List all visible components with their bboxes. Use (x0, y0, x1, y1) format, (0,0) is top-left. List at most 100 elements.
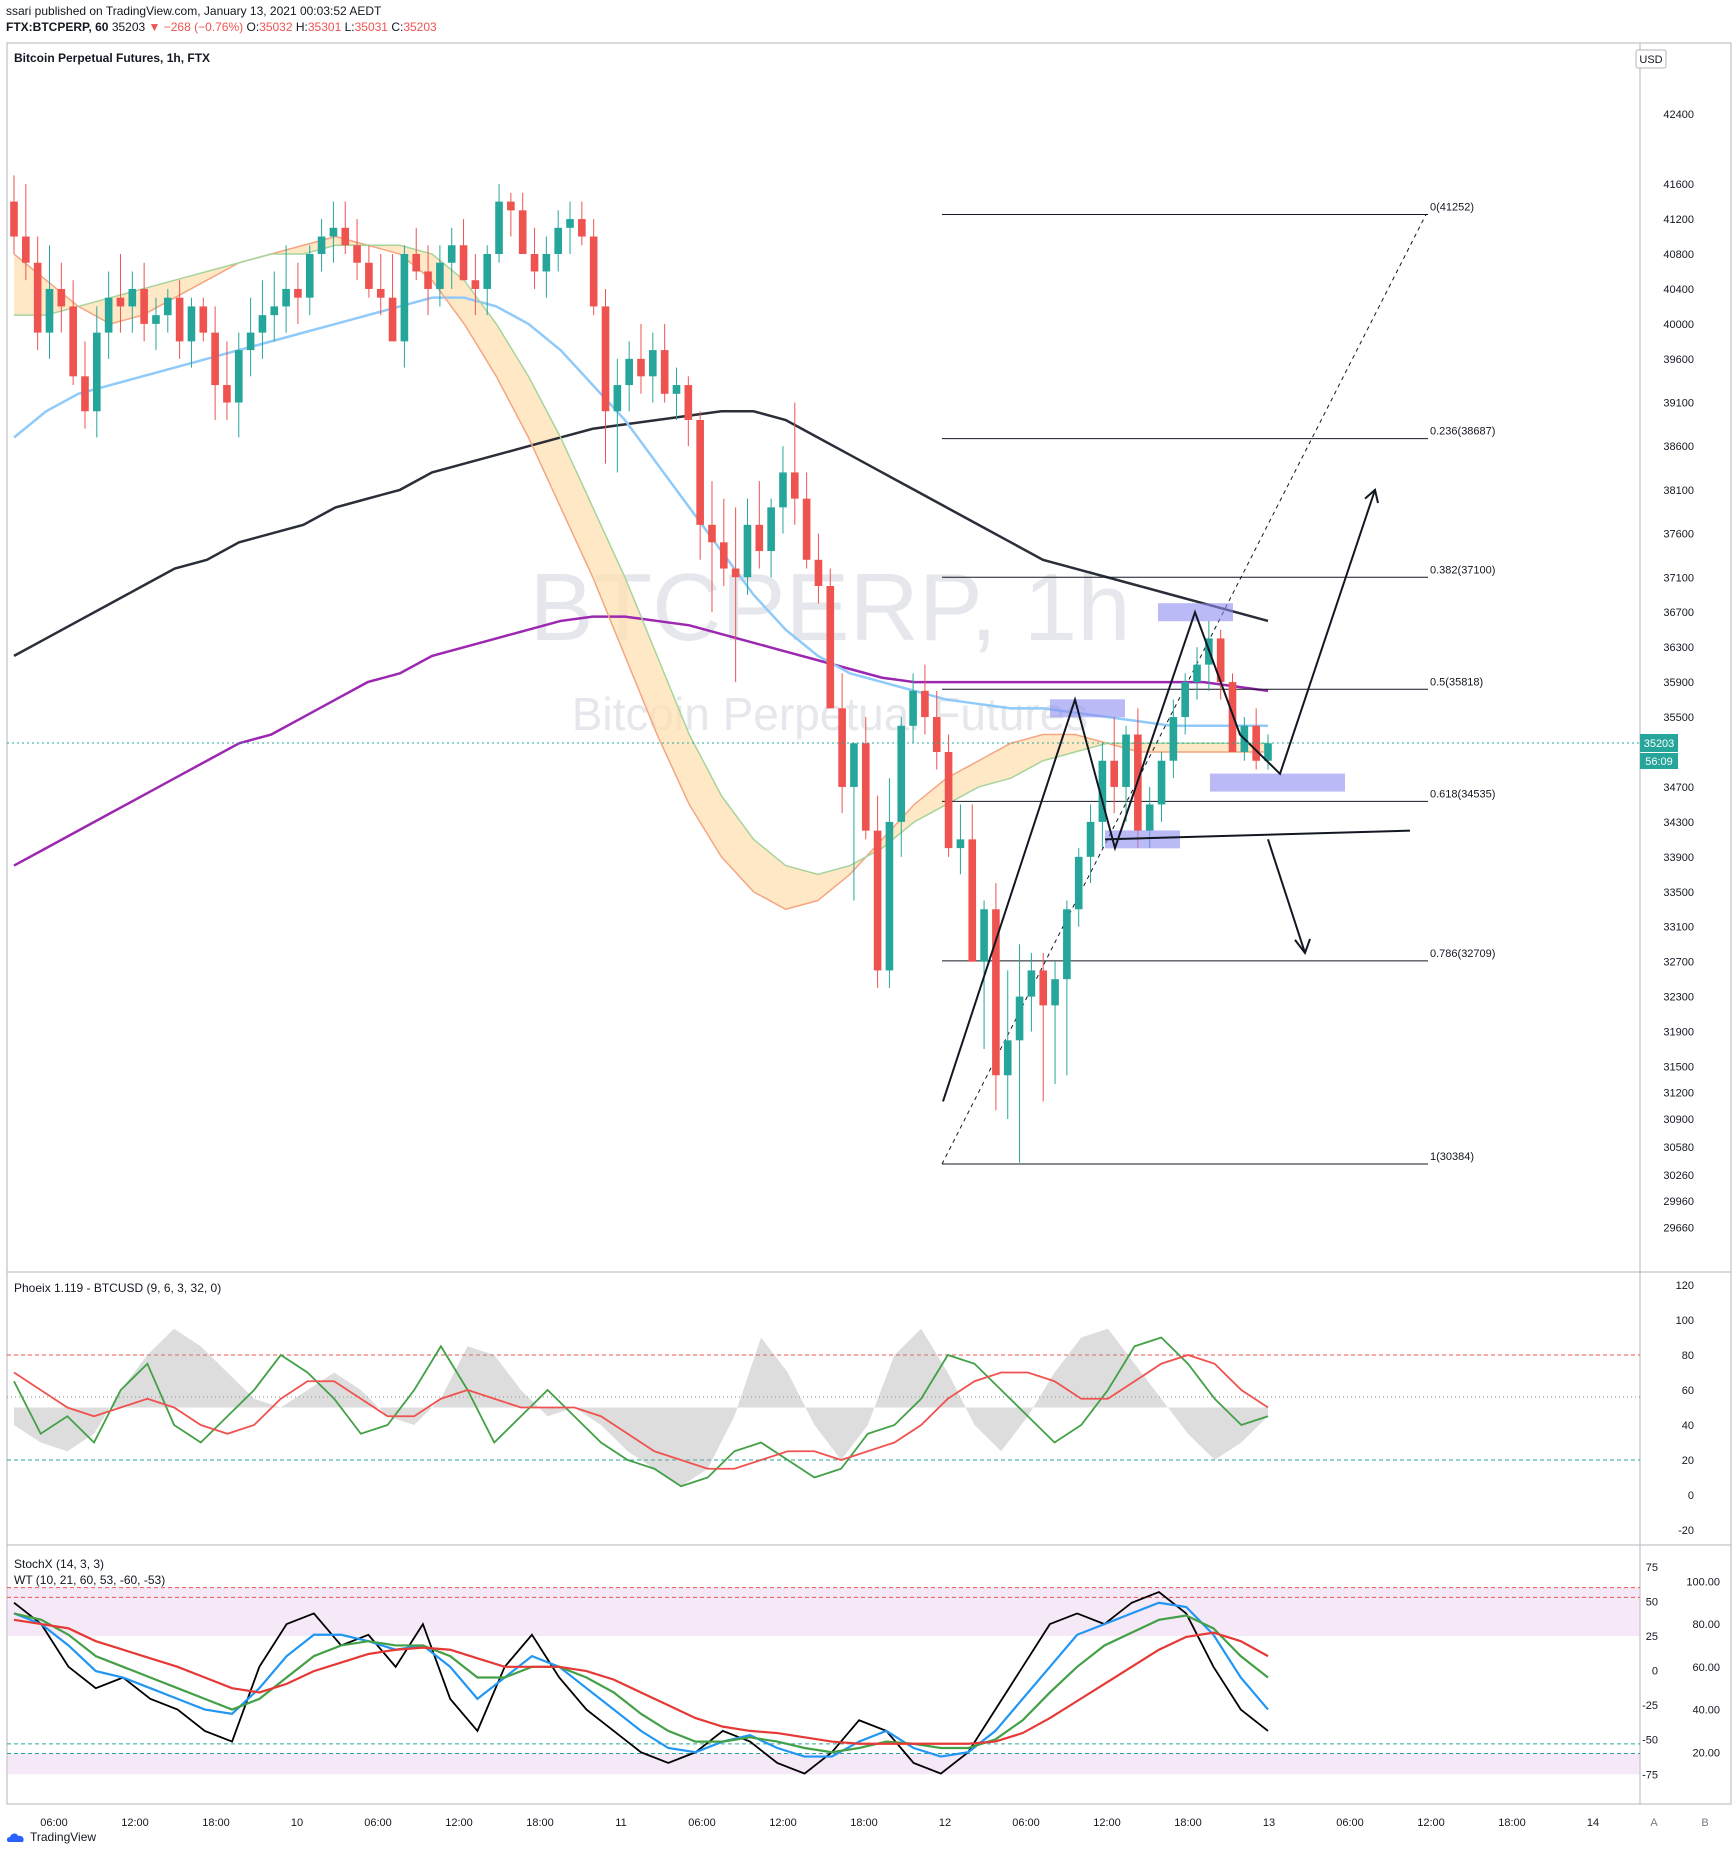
price-tick-label: 39100 (1663, 398, 1694, 410)
candle-up (447, 245, 456, 263)
phoeix-tick-label: 60 (1682, 1385, 1694, 1397)
candle-down (365, 262, 373, 289)
candle-down (578, 219, 586, 237)
price-tick-label: 30900 (1663, 1114, 1694, 1126)
price-tick-label: 40000 (1663, 319, 1694, 331)
candle-up (956, 839, 965, 849)
candle-up (128, 288, 137, 307)
time-tick-label: 06:00 (40, 1817, 68, 1828)
candle-down (211, 332, 219, 386)
candle-down (116, 297, 125, 307)
price-tick-label: 39600 (1663, 354, 1694, 366)
candle-down (720, 542, 728, 569)
last-price-tag (1640, 734, 1678, 753)
candle-down (684, 385, 693, 420)
phoeix-tick-label: 120 (1676, 1280, 1694, 1292)
price-tick-label: 41200 (1663, 214, 1694, 226)
low-label: L: (344, 20, 355, 34)
fib-level-label: 0.5(35818) (1430, 676, 1483, 688)
candle-up (1063, 909, 1071, 980)
price-tick-label: 37600 (1663, 529, 1694, 541)
candle-up (980, 909, 988, 962)
candle-down (376, 288, 385, 298)
candle-up (163, 297, 172, 316)
price-tick-label: 33500 (1663, 887, 1694, 899)
candle-up (495, 201, 503, 254)
last-price: 35203 (111, 20, 146, 34)
price-tick-label: 40400 (1663, 284, 1694, 296)
candle-up (246, 332, 255, 351)
time-tick-label: 12 (939, 1817, 951, 1828)
candle-up (187, 306, 196, 342)
price-tick-label: 40800 (1663, 249, 1694, 261)
time-tick-label: 18:00 (850, 1817, 878, 1828)
brand-name: TradingView (30, 1830, 97, 1844)
price-tick-label: 36300 (1663, 642, 1694, 654)
time-tick-label: 14 (1587, 1817, 1599, 1828)
zone-box (1210, 773, 1345, 792)
candle-down (708, 524, 716, 543)
candle-up (743, 524, 752, 578)
candle-up (1264, 743, 1272, 761)
candle-down (861, 743, 870, 831)
time-tick-label: 12:00 (1417, 1817, 1445, 1828)
open-label: O: (246, 20, 260, 34)
tradingview-logo[interactable]: TradingView (6, 1830, 96, 1844)
candle-down (57, 288, 66, 307)
price-tick-label: 34700 (1663, 782, 1694, 794)
candle-up (1051, 979, 1059, 1006)
price-tick-label: 35500 (1663, 712, 1694, 724)
candle-up (400, 254, 409, 342)
ema-ribbon (14, 236, 1268, 910)
symbol: FTX:BTCPERP, 60 (6, 20, 109, 34)
fib-level-label: 0.382(37100) (1430, 564, 1495, 576)
candle-up (258, 315, 267, 333)
zone-box (1105, 830, 1180, 849)
high-value: 35301 (307, 20, 342, 34)
time-tick-label: 12:00 (1093, 1817, 1121, 1828)
price-tick-label: 37100 (1663, 572, 1694, 584)
price-tick-label: 42400 (1663, 109, 1694, 121)
breakdown-arrow (1267, 839, 1306, 954)
candle-up (625, 358, 633, 386)
candle-down (1110, 760, 1119, 787)
price-tick-label: 34300 (1663, 817, 1694, 829)
candle-up (613, 385, 622, 412)
phoeix-tick-label: 80 (1682, 1350, 1694, 1362)
stochx-line-black (13, 1591, 1269, 1775)
price-tick-label: 30260 (1663, 1170, 1694, 1182)
candle-down (589, 236, 598, 307)
candle-up (1122, 734, 1130, 787)
candle-down (932, 717, 941, 752)
candle-up (329, 227, 338, 237)
time-tick-label: 06:00 (688, 1817, 716, 1828)
candle-down (424, 271, 432, 289)
wt-tick-label: 75 (1646, 1562, 1658, 1574)
candle-down (175, 297, 184, 342)
wt-tick-label: -75 (1642, 1769, 1658, 1781)
candle-down (33, 262, 42, 333)
phoeix-line-green (13, 1336, 1269, 1488)
time-tick-label: 12:00 (445, 1817, 473, 1828)
candle-down (459, 245, 468, 281)
phoeix-title: Phoeix 1.119 - BTCUSD (9, 6, 3, 32, 0) (14, 1281, 221, 1295)
candle-down (471, 280, 480, 289)
stochx-tick-label: 20.00 (1692, 1747, 1720, 1759)
time-tick-label: 10 (291, 1817, 303, 1828)
wt-tick-label: 50 (1646, 1596, 1658, 1608)
wt-tick-label: 0 (1652, 1666, 1658, 1678)
fib-level-label: 0.236(38687) (1430, 426, 1495, 438)
candle-down (637, 358, 645, 377)
candle-down (1039, 970, 1048, 1006)
time-tick-label: 06:00 (364, 1817, 392, 1828)
time-tick-label: 18:00 (526, 1817, 554, 1828)
candle-up (1027, 970, 1036, 997)
symbol-info: FTX:BTCPERP, 60 35203 ▼ −268 (−0.76%) O:… (6, 20, 437, 34)
price-tick-label: 33900 (1663, 852, 1694, 864)
candle-up (270, 306, 279, 316)
candle-down (223, 385, 231, 403)
candle-up (1181, 682, 1189, 718)
arrow-up-head (1364, 488, 1379, 504)
candle-up (1169, 717, 1178, 761)
